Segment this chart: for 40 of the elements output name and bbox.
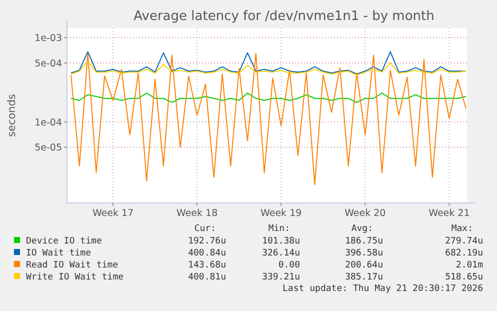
text: Cur: <box>194 224 216 234</box>
text: 400.84u <box>188 248 226 258</box>
text: 339.21u <box>262 272 300 282</box>
text: 2.01m <box>456 260 483 270</box>
x-tick-label: Week 20 <box>344 208 386 219</box>
legend-label: IO Wait time <box>26 248 92 258</box>
y-tick-label: 5e-04 <box>34 58 62 70</box>
line-series <box>70 51 466 74</box>
text: Min: <box>268 224 290 234</box>
text: 385.17u <box>345 272 383 282</box>
text: 400.81u <box>188 272 226 282</box>
x-tick-label: Week 18 <box>176 208 218 219</box>
text: 186.75u <box>345 236 383 246</box>
text: Last update: Thu May 21 20:30:17 2026 <box>282 284 483 294</box>
y-tick-label: 5e-05 <box>34 142 62 154</box>
line-series <box>70 92 466 103</box>
text: 0.00 <box>278 260 300 270</box>
legend-label: Read IO Wait time <box>26 260 118 270</box>
legend-label: Write IO Wait time <box>26 272 124 282</box>
text: 326.14u <box>262 248 300 258</box>
y-axis-title: seconds <box>6 94 18 137</box>
x-tick-label: Week 17 <box>92 208 134 219</box>
x-tick-label: Week 19 <box>260 208 302 219</box>
y-tick-label: 1e-04 <box>34 117 62 128</box>
line-series <box>70 61 466 76</box>
text: 279.74u <box>445 236 483 246</box>
legend-label: Device IO time <box>26 236 102 246</box>
text: 396.58u <box>345 248 383 258</box>
chart-title: Average latency for /dev/nvme1n1 - by month <box>134 9 434 24</box>
x-tick-label: Week 21 <box>428 208 470 219</box>
y-tick-label: 1e-03 <box>34 33 62 44</box>
text: 682.19u <box>445 248 483 258</box>
text: 192.76u <box>188 236 226 246</box>
text: 200.64u <box>345 260 383 270</box>
text: 101.38u <box>262 236 300 246</box>
line-series <box>70 52 466 186</box>
text: 518.65u <box>445 272 483 282</box>
text: Max: <box>451 224 473 234</box>
text: 143.68u <box>188 260 226 270</box>
text: Avg: <box>351 224 373 234</box>
